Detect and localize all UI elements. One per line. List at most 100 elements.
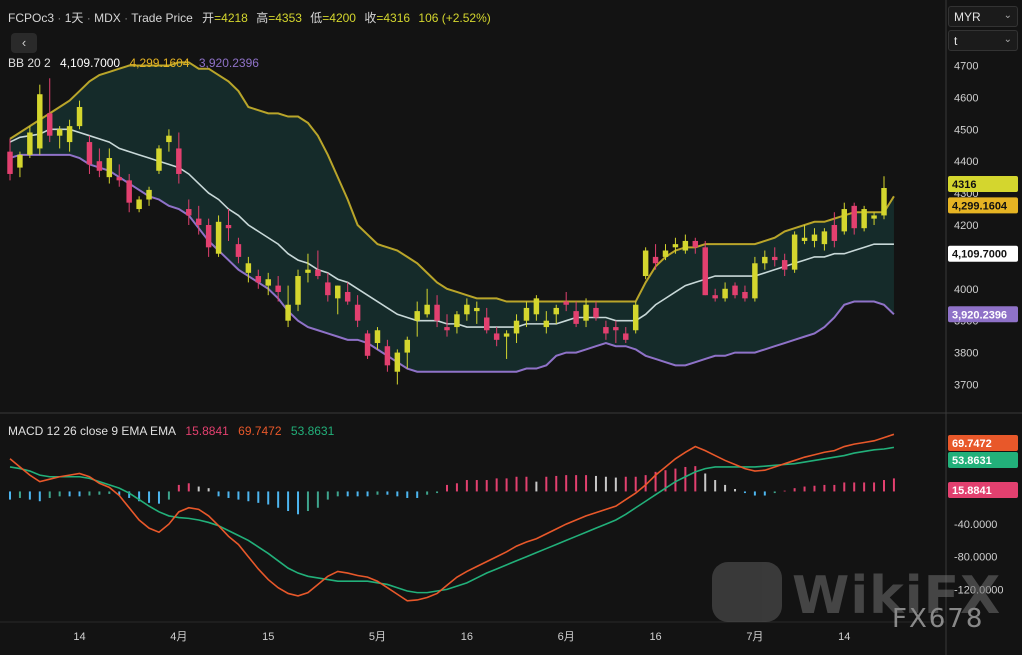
candle-body (235, 244, 242, 257)
candle-body (176, 148, 182, 174)
candle-body (295, 276, 301, 305)
bollinger-upper-value: 4,299.1604 (129, 56, 190, 70)
candle-body (662, 250, 669, 257)
candle-body (642, 250, 649, 277)
separator: · (57, 11, 62, 25)
candle-body (752, 263, 758, 299)
candle-body (573, 311, 579, 324)
candle-body (762, 256, 768, 264)
candle-body (186, 209, 192, 216)
symbol-label[interactable]: FCPOc3 (8, 11, 55, 25)
separator: · (86, 11, 91, 25)
candle-body (265, 279, 271, 286)
high-value: =4353 (268, 11, 302, 25)
macd-label[interactable]: MACD 12 26 close 9 EMA EMA (8, 424, 177, 438)
time-tick-label: 6月 (558, 631, 575, 643)
macd-value-tag-text: 69.7472 (952, 438, 992, 450)
candle-body (374, 330, 381, 344)
candle-body (305, 269, 311, 273)
price-tick-label: 4600 (954, 92, 978, 104)
candle-body (335, 285, 341, 299)
candle-body (225, 225, 232, 229)
candle-body (156, 148, 162, 171)
last-price-tag-text: 4316 (952, 179, 976, 191)
watermark-brand: WikiFX (792, 566, 1002, 626)
candle-body (791, 234, 798, 270)
candle-body (344, 291, 351, 302)
price-tags: 4316 4,299.1604 4,109.7000 3,920.2396 69.747… (948, 176, 1018, 498)
watermark: WikiFX FX678 (712, 560, 1012, 650)
candle-body (702, 247, 708, 296)
axes: 4700460045004400430042004100400039003800… (73, 61, 1003, 643)
candle-body (205, 225, 212, 248)
candle-body (692, 240, 699, 248)
candle-body (146, 189, 152, 200)
candle-body (881, 188, 887, 216)
low-value: =4200 (322, 11, 356, 25)
candle-body (563, 301, 569, 305)
candle-body (76, 106, 83, 127)
candle-body (553, 307, 559, 315)
candle-body (255, 276, 262, 283)
candle-body (86, 142, 93, 165)
bb-middle-tag-text: 4,109.7000 (952, 249, 1007, 261)
price-tick-label: 4000 (954, 284, 978, 296)
bollinger-upper-line (9, 61, 895, 303)
hist-value-tag-text: 15.8841 (952, 485, 992, 497)
interval-label[interactable]: 1天 (64, 11, 84, 25)
candle-body (215, 221, 222, 254)
candle-body (116, 177, 122, 181)
candle-body (37, 94, 43, 149)
candle-body (742, 291, 748, 299)
candle-body (325, 282, 331, 296)
open-value: =4218 (214, 11, 248, 25)
candle-body (106, 158, 113, 178)
candle-body (523, 307, 530, 321)
candle-body (682, 240, 689, 251)
watermark-code: FX678 (892, 604, 985, 634)
price-tick-label: 3700 (954, 379, 978, 391)
bollinger-lower-value: 3,920.2396 (198, 56, 259, 70)
candle-body (354, 304, 361, 321)
price-tick-label: 4400 (954, 156, 978, 168)
time-tick-label: 5月 (369, 631, 386, 643)
candle-body (56, 129, 63, 136)
time-tick-label: 16 (649, 631, 661, 643)
candle-body (712, 295, 718, 299)
currency-select[interactable]: MYR ⌄ (948, 6, 1018, 27)
macd-tick-label: -120.0000 (954, 584, 1004, 596)
macd-legend: MACD 12 26 close 9 EMA EMA 15.8841 69.74… (8, 424, 334, 438)
tool-select[interactable]: t ⌄ (948, 30, 1018, 51)
back-button[interactable]: ‹ (11, 33, 37, 53)
bollinger-band-fill (10, 62, 894, 372)
currency-value: MYR (954, 10, 981, 24)
macd-histogram (9, 466, 895, 515)
chart-header: FCPOc3 · 1天 · MDX · Trade Price 开=4218 高… (8, 9, 491, 26)
time-tick-label: 14 (73, 631, 85, 643)
bb-lower-tag-text: 3,920.2396 (952, 309, 1007, 321)
bollinger-label[interactable]: BB 20 2 (8, 56, 51, 70)
candle-body (166, 135, 172, 143)
candle-body (603, 327, 609, 334)
bb-middle-tag (948, 245, 1018, 262)
candle-body (46, 113, 53, 136)
candle-body (444, 327, 450, 331)
macd-value-tag (948, 435, 1018, 451)
tool-value: t (954, 34, 958, 48)
macd-signal-value: 53.8631 (290, 424, 335, 438)
candle-body (414, 311, 420, 321)
hist-value-tag (948, 482, 1018, 498)
candle-body (811, 234, 818, 241)
candle-body (384, 346, 391, 366)
candle-body (424, 304, 430, 315)
candle-body (464, 304, 470, 315)
bb-lower-tag (948, 306, 1018, 323)
bollinger-legend: BB 20 2 4,109.7000 4,299.1604 3,920.2396 (8, 56, 259, 70)
chevron-down-icon: ⌄ (1003, 34, 1012, 45)
bollinger-lower-line (9, 153, 895, 373)
bollinger-middle-value: 4,109.7000 (60, 56, 121, 70)
candle-body (126, 180, 132, 203)
candle-body (781, 260, 788, 270)
